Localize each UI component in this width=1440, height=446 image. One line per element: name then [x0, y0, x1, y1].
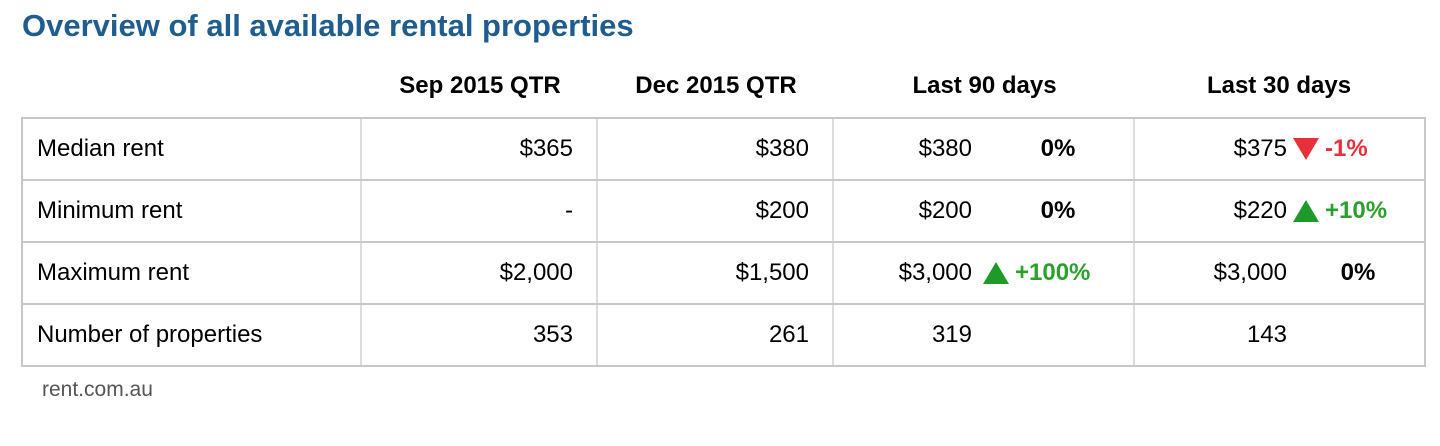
page-title: Overview of all available rental propert… — [22, 8, 634, 43]
source-credit: rent.com.au — [42, 378, 153, 401]
column-divider — [1133, 243, 1135, 303]
last-30-days-value: $3,000 — [1213, 259, 1287, 286]
column-divider — [360, 243, 362, 303]
dec-2015-value: 261 — [768, 321, 809, 348]
column-divider — [832, 181, 834, 241]
triangle-up-icon — [983, 262, 1009, 284]
dec-2015-value: $1,500 — [735, 259, 809, 286]
row-label: Median rent — [37, 135, 164, 162]
last-90-days-change-cell: 0% — [1023, 119, 1093, 179]
sep-2015-value: - — [565, 197, 573, 224]
last-90-days-value: $380 — [918, 135, 972, 162]
maximum-rent-row: Maximum rent $2,000 $1,500 $3,000 $3,000 +100… — [23, 243, 1424, 305]
last-90-days-change: +100% — [983, 243, 1090, 303]
column-divider — [1133, 305, 1135, 365]
last-90-days-change: 0% — [1041, 181, 1076, 241]
header-sep-2015-qtr: Sep 2015 QTR — [399, 72, 561, 99]
last-90-days-value: 319 — [931, 321, 972, 348]
last-90-days-change-text: 0% — [1040, 197, 1076, 224]
last-90-days-value: $200 — [918, 197, 972, 224]
column-divider — [596, 119, 598, 179]
column-divider — [832, 243, 834, 303]
column-divider — [1133, 119, 1135, 179]
last-90-days-change: 0% — [1041, 119, 1076, 179]
last-90-days-change-cell: 0% — [1023, 181, 1093, 241]
triangle-down-icon — [1293, 138, 1319, 160]
last-30-days-change-text: -1% — [1325, 135, 1368, 162]
column-divider — [360, 119, 362, 179]
sep-2015-value: 353 — [532, 321, 573, 348]
last-30-days-change-text: 0% — [1340, 259, 1376, 286]
last-30-days-change-cell — [1293, 305, 1423, 365]
last-30-days-value: $220 — [1233, 197, 1287, 224]
column-divider — [596, 305, 598, 365]
last-30-days-change-text: +10% — [1325, 197, 1388, 224]
last-90-days-value: $3,000 — [898, 259, 972, 286]
median-rent-row: Median rent $365 $380 $380 $375 0% -1% — [23, 119, 1424, 181]
dec-2015-value: $200 — [755, 197, 809, 224]
minimum-rent-row: Minimum rent - $200 $200 $220 0% +10% — [23, 181, 1424, 243]
last-30-days-change: 0% — [1341, 243, 1376, 303]
last-30-days-change: +10% — [1293, 181, 1387, 241]
sep-2015-value: $365 — [519, 135, 573, 162]
last-90-days-change-cell — [983, 305, 1123, 365]
column-headers: Sep 2015 QTR Dec 2015 QTR Last 90 days L… — [0, 66, 1440, 106]
header-dec-2015-qtr: Dec 2015 QTR — [635, 72, 797, 99]
column-divider — [596, 243, 598, 303]
row-label: Number of properties — [37, 321, 263, 348]
number-of-properties-row: Number of properties 353 261 319 143 — [23, 305, 1424, 367]
last-90-days-change-text: 0% — [1040, 135, 1076, 162]
column-divider — [360, 181, 362, 241]
sep-2015-value: $2,000 — [499, 259, 573, 286]
last-30-days-change-cell: 0% — [1323, 243, 1393, 303]
last-90-days-change-cell: +100% — [983, 243, 1123, 303]
column-divider — [832, 305, 834, 365]
header-last-30-days: Last 30 days — [1206, 72, 1352, 99]
column-divider — [360, 305, 362, 365]
header-last-90-days: Last 90 days — [912, 72, 1057, 99]
last-90-days-change-text: +100% — [1015, 259, 1091, 286]
column-divider — [832, 119, 834, 179]
row-label: Minimum rent — [37, 197, 183, 224]
last-30-days-value: $375 — [1233, 135, 1287, 162]
last-30-days-change-cell: +10% — [1293, 181, 1423, 241]
last-30-days-change: -1% — [1293, 119, 1368, 179]
triangle-up-icon — [1293, 200, 1319, 222]
column-divider — [596, 181, 598, 241]
row-label: Maximum rent — [37, 259, 190, 286]
rental-table: Median rent $365 $380 $380 $375 0% -1% Minimum … — [21, 117, 1426, 367]
last-30-days-value: 143 — [1246, 321, 1287, 348]
column-divider — [1133, 181, 1135, 241]
last-30-days-change-cell: -1% — [1293, 119, 1423, 179]
dec-2015-value: $380 — [755, 135, 809, 162]
